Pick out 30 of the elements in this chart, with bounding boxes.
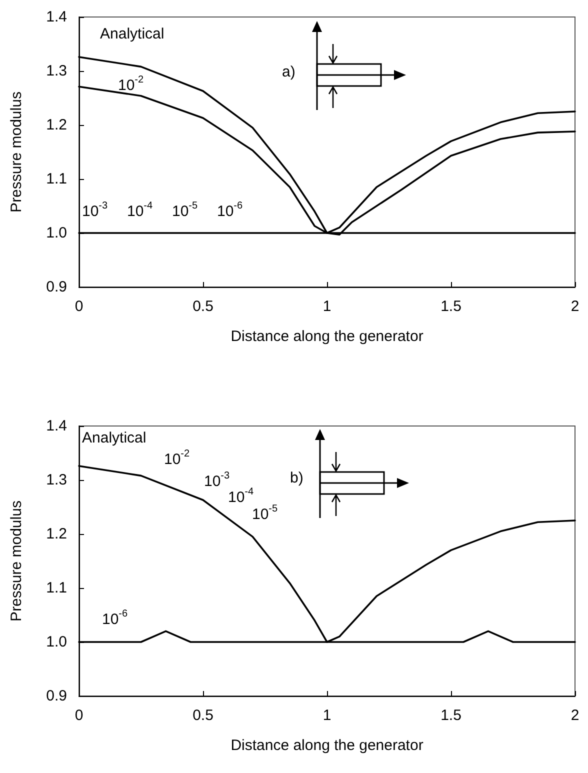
x-tick-label: 1.5	[440, 298, 462, 315]
x-tick-label: 1	[322, 298, 332, 315]
x-tick-label: 2	[570, 707, 580, 724]
x-tick-label: 1	[322, 707, 332, 724]
annotation: Analytical	[82, 430, 146, 446]
x-tick-label: 0	[74, 707, 84, 724]
y-tick-label: 1.2	[46, 116, 67, 134]
y-tick-label: 1.4	[46, 8, 67, 26]
y-tick-label: 1.3	[46, 472, 67, 488]
x-tick-label: 0	[74, 298, 84, 315]
annotation: Analytical	[100, 26, 164, 42]
y-tick-label: 1.3	[46, 62, 67, 80]
y-tick-label: 0.9	[46, 688, 67, 704]
annotation: a)	[282, 64, 296, 80]
y-tick-label: 1.0	[46, 224, 67, 242]
y-tick-label: 1.1	[46, 580, 67, 596]
x-tick-label: 1.5	[440, 707, 462, 724]
annotation: b)	[290, 470, 304, 486]
y-tick-label: 1.4	[46, 418, 67, 434]
x-axis-title: Distance along the generator	[230, 737, 424, 754]
y-tick-label: 1.0	[46, 634, 67, 650]
x-tick-label: 2	[570, 298, 580, 315]
y-tick-label: 0.9	[46, 278, 67, 296]
x-tick-label: 0.5	[192, 707, 214, 724]
y-axis-title: Pressure modulus	[8, 500, 25, 622]
x-axis-title: Distance along the generator	[230, 328, 424, 345]
y-axis-title: Pressure modulus	[8, 92, 25, 212]
y-tick-label: 1.2	[46, 526, 67, 542]
x-tick-label: 0.5	[192, 298, 214, 315]
y-tick-label: 1.1	[46, 170, 67, 188]
